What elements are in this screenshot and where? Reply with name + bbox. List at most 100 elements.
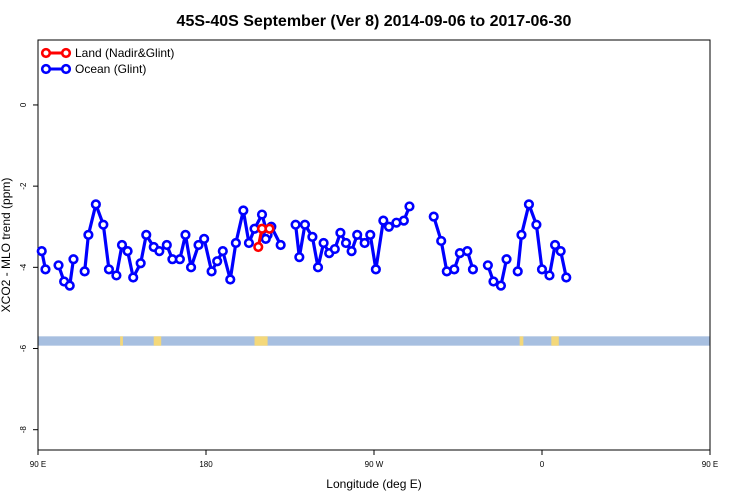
data-point-ocean xyxy=(428,211,439,222)
data-point-ocean xyxy=(154,245,165,257)
data-point-ocean xyxy=(199,233,210,245)
x-tick-label: 90 W xyxy=(365,460,384,469)
ocean-band xyxy=(38,336,710,346)
land-band-segment xyxy=(254,336,268,346)
data-point-ocean xyxy=(79,266,90,277)
data-point-ocean xyxy=(561,272,572,283)
legend-marker-land-left xyxy=(40,47,52,59)
data-point-ocean xyxy=(40,264,51,275)
x-axis-ticks: 90 E 180 90 W 0 90 E xyxy=(30,450,718,469)
data-point-ocean xyxy=(307,231,318,242)
data-point-ocean xyxy=(68,254,79,265)
data-point-ocean xyxy=(312,262,324,273)
series-land xyxy=(253,223,275,253)
data-point-ocean xyxy=(299,219,311,230)
data-point-ocean xyxy=(103,264,115,275)
data-point-ocean xyxy=(275,239,286,251)
data-point-ocean xyxy=(217,245,228,257)
data-point-ocean xyxy=(531,219,542,230)
series-ocean xyxy=(36,199,572,291)
data-point-ocean xyxy=(135,258,146,269)
data-point-ocean xyxy=(230,237,241,249)
data-point-ocean xyxy=(64,280,75,291)
data-point-ocean xyxy=(495,280,507,291)
data-point-ocean xyxy=(318,237,329,249)
legend-item-ocean: Ocean (Glint) xyxy=(40,62,146,76)
data-point-ocean xyxy=(512,266,523,277)
data-point-ocean xyxy=(516,229,527,240)
data-point-ocean xyxy=(36,245,47,257)
data-point-ocean xyxy=(523,199,535,210)
legend-marker-ocean-left xyxy=(40,63,52,75)
y-tick-label: -8 xyxy=(19,426,28,434)
data-point-ocean xyxy=(488,276,499,287)
data-point-ocean xyxy=(243,237,255,249)
data-point-ocean xyxy=(335,227,346,238)
data-point-ocean xyxy=(260,233,271,245)
data-point-ocean xyxy=(212,256,223,267)
land-ocean-band xyxy=(38,336,710,346)
data-point-ocean xyxy=(501,254,512,265)
land-band-segment xyxy=(519,336,524,346)
x-tick-label: 0 xyxy=(540,460,545,469)
legend-label-land: Land (Nadir&Glint) xyxy=(75,46,174,60)
legend-marker-ocean-right xyxy=(60,63,72,75)
data-point-ocean xyxy=(128,272,139,283)
data-point-ocean xyxy=(449,264,460,275)
data-point-ocean xyxy=(111,270,122,281)
data-point-ocean xyxy=(116,239,128,251)
data-point-ocean xyxy=(83,229,94,240)
data-point-ocean xyxy=(174,254,185,265)
land-band-segment xyxy=(120,336,123,346)
x-tick-label: 180 xyxy=(199,460,213,469)
data-point-ocean xyxy=(346,245,357,257)
legend-label-ocean: Ocean (Glint) xyxy=(75,62,146,76)
data-point-ocean xyxy=(549,239,561,251)
data-point-ocean xyxy=(238,205,249,216)
data-point-ocean xyxy=(462,245,473,257)
data-point-ocean xyxy=(122,245,133,257)
data-point-ocean xyxy=(404,201,415,212)
legend-item-land: Land (Nadir&Glint) xyxy=(40,46,174,60)
data-point-ocean xyxy=(555,245,566,257)
chart-title: 45S-40S September (Ver 8) 2014-09-06 to … xyxy=(177,13,572,30)
data-point-ocean xyxy=(378,215,389,226)
data-point-ocean xyxy=(98,219,109,230)
data-point-ocean xyxy=(467,264,479,275)
data-point-ocean xyxy=(290,219,301,230)
y-axis-ticks: 0 -2 -4 -6 -8 xyxy=(19,102,38,433)
data-point-ocean xyxy=(193,239,204,251)
data-point-ocean xyxy=(225,274,236,285)
data-point-ocean xyxy=(141,229,152,240)
data-point-ocean xyxy=(329,243,340,255)
data-point-ocean xyxy=(90,199,101,210)
x-axis-label: Longitude (deg E) xyxy=(326,477,421,491)
data-point-ocean xyxy=(256,209,268,220)
series-layer xyxy=(36,199,572,291)
y-tick-label: -6 xyxy=(19,344,28,352)
data-point-ocean xyxy=(53,260,64,271)
legend-marker-land-right xyxy=(60,47,72,59)
data-point-ocean xyxy=(359,237,370,249)
data-point-ocean xyxy=(161,239,172,251)
data-point-ocean xyxy=(398,215,409,226)
data-point-ocean xyxy=(383,221,395,232)
y-axis-label: XCO2 - MLO trend (ppm) xyxy=(0,178,13,313)
data-point-ocean xyxy=(436,235,447,247)
land-band-segment xyxy=(153,336,162,346)
data-point-ocean xyxy=(180,229,191,240)
legend: Land (Nadir&Glint) Ocean (Glint) xyxy=(40,46,174,76)
data-point-ocean xyxy=(185,262,197,273)
data-point-ocean xyxy=(544,270,555,281)
data-point-ocean xyxy=(340,237,352,249)
data-point-land xyxy=(253,241,264,253)
data-point-ocean xyxy=(206,266,217,277)
data-point-ocean xyxy=(352,229,363,240)
data-point-ocean xyxy=(482,260,493,271)
land-band-segment xyxy=(551,336,559,346)
data-point-land xyxy=(264,223,275,234)
x-tick-label: 90 E xyxy=(702,460,718,469)
x-tick-label: 90 E xyxy=(30,460,46,469)
data-point-ocean xyxy=(365,229,376,240)
